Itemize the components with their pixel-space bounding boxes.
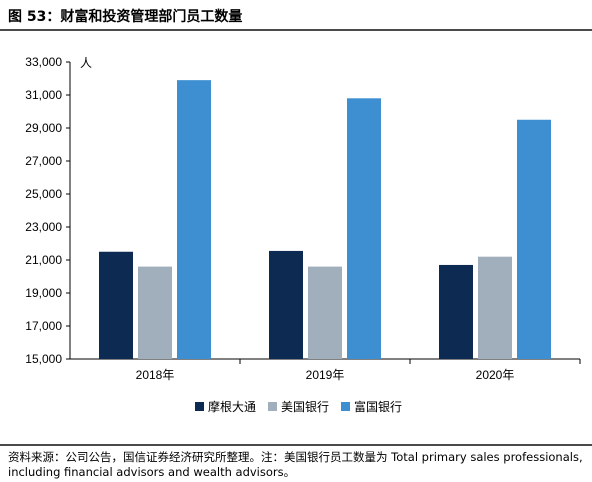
title-divider (0, 29, 592, 31)
source-note: 资料来源：公司公告，国信证券经济研究所整理。注：美国银行员工数量为 Total … (8, 450, 583, 479)
legend-label: 美国银行 (281, 400, 330, 414)
bar-1-3 (439, 264, 473, 359)
bars (99, 80, 551, 360)
legend-item-2: 美国银行 (268, 398, 329, 415)
legend-swatch (268, 402, 278, 411)
legend-label: 富国银行 (354, 400, 403, 414)
y-tick-label: 21,000 (25, 253, 62, 267)
bar-1-1 (99, 251, 133, 359)
x-tick-label: 2020年 (476, 368, 515, 382)
legend: 摩根大通 美国银行 富国银行 (195, 398, 402, 415)
axis-labels: 15,000 17,000 19,000 21,000 23,000 25,000 27,0… (25, 55, 514, 382)
unit-label: 人 (80, 56, 92, 70)
y-tick-label: 31,000 (25, 88, 62, 102)
bar-3-1 (177, 80, 211, 360)
bar-2-2 (308, 266, 342, 359)
y-tick-label: 17,000 (25, 319, 62, 333)
y-tick-label: 23,000 (25, 220, 62, 234)
y-tick-label: 19,000 (25, 286, 62, 300)
legend-swatch (195, 402, 204, 411)
x-tick-label: 2019年 (306, 368, 345, 382)
legend-item-3: 富国银行 (341, 398, 402, 415)
bar-2-1 (138, 266, 172, 359)
y-tick-label: 27,000 (25, 154, 62, 168)
chart-title: 图 53：财富和投资管理部门员工数量 (8, 9, 243, 25)
legend-label: 摩根大通 (208, 400, 257, 414)
bar-2-3 (478, 256, 512, 359)
y-tick-label: 29,000 (25, 121, 62, 135)
y-tick-label: 33,000 (25, 55, 62, 69)
note-divider (0, 444, 592, 446)
y-tick-label: 25,000 (25, 187, 62, 201)
x-tick-label: 2018年 (136, 368, 175, 382)
bar-1-2 (269, 250, 303, 359)
bar-3-3 (517, 119, 551, 359)
legend-swatch (341, 402, 351, 411)
bar-chart: 15,000 17,000 19,000 21,000 23,000 25,000 27,0… (25, 55, 581, 382)
bar-3-2 (347, 98, 381, 360)
y-tick-label: 15,000 (25, 352, 62, 366)
legend-item-1: 摩根大通 (195, 398, 256, 415)
